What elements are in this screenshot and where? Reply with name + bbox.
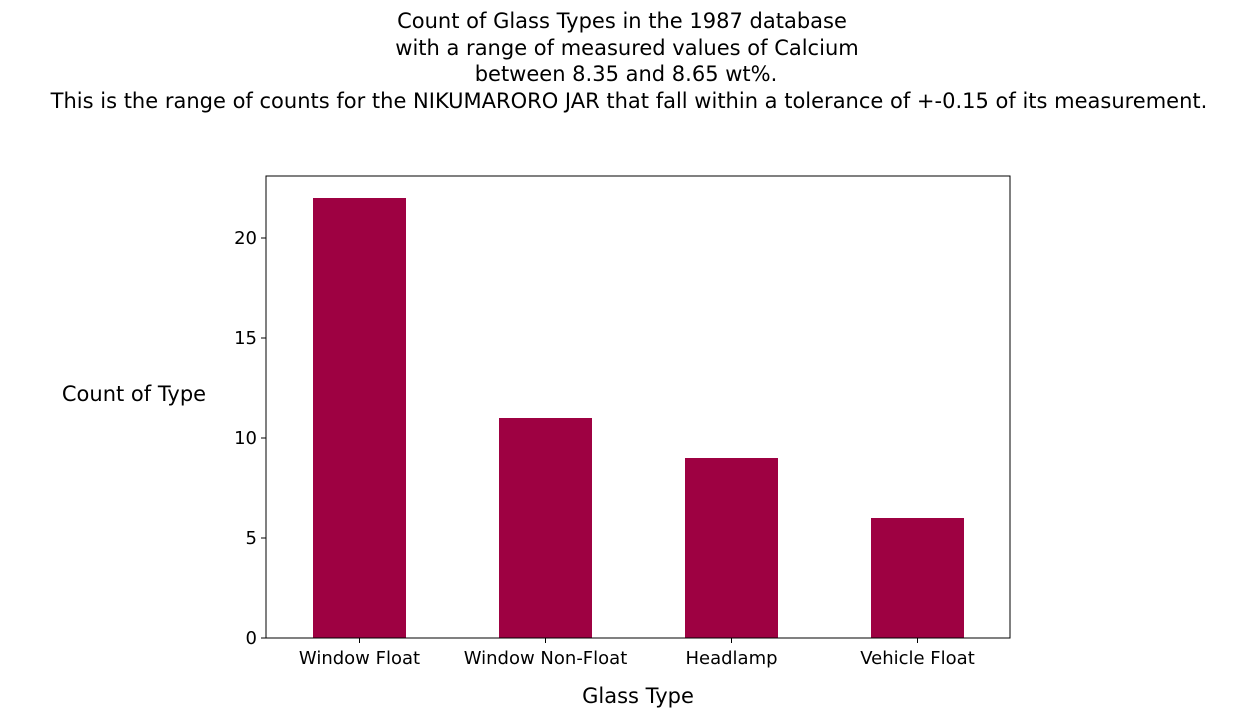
chart-title-line-4: This is the range of counts for the NIKU… [50,89,1208,113]
bar-window-float [313,198,406,638]
plot-area-frame [265,175,1011,639]
bar-vehicle-float [871,518,964,638]
y-tick-label: 10 [234,428,257,449]
chart-title-line-1: Count of Glass Types in the 1987 databas… [397,9,847,33]
chart-title: Count of Glass Types in the 1987 databas… [50,9,1208,113]
chart-title-line-2: with a range of measured values of Calci… [395,36,858,60]
y-tick-label: 0 [246,628,257,649]
y-axis-label: Count of Type [62,382,206,406]
y-tick-label: 5 [246,528,257,549]
bar-headlamp [685,458,778,638]
bar-window-non-float [499,418,592,638]
y-tick-label: 15 [234,328,257,349]
x-axis-ticks: Window Float Window Non-Float Headlamp Vehi… [299,638,975,669]
bar-series [313,198,964,638]
y-tick-label: 20 [234,228,257,249]
x-tick-label: Vehicle Float [860,648,975,669]
x-axis-label: Glass Type [582,684,694,708]
x-tick-label: Window Non-Float [464,648,628,669]
x-tick-label: Window Float [299,648,420,669]
chart-title-line-3: between 8.35 and 8.65 wt%. [475,62,778,86]
x-tick-label: Headlamp [685,648,777,669]
y-axis-ticks: 0 5 10 15 20 [234,228,266,649]
